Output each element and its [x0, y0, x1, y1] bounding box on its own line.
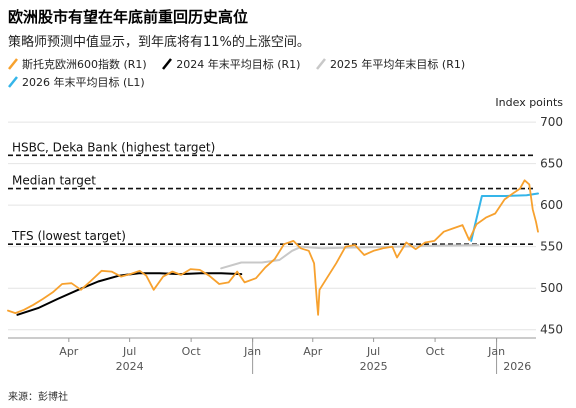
- y-tick-label-600: 600: [540, 198, 563, 212]
- legend-item-2025-target: 2025 年平均年末目标 (R1): [315, 56, 466, 74]
- legend-swatch-stoxx600: [8, 58, 18, 70]
- legend-item-stoxx600: 斯托克欧洲600指数 (R1): [8, 56, 147, 74]
- legend-swatch-2024-target: [162, 58, 173, 70]
- y-tick-label-650: 650: [540, 157, 563, 171]
- source-note: 来源：彭博社: [8, 392, 68, 403]
- y-tick-label-500: 500: [540, 281, 563, 295]
- series-line-0: [7, 179, 539, 316]
- chart-subtitle: 策略师预测中值显示，到年底将有11%的上涨空间。: [8, 35, 310, 50]
- y-tick-label-450: 450: [540, 323, 563, 337]
- legend-swatch-2026-target: [8, 76, 18, 88]
- x-tick-label-0: Apr: [59, 345, 79, 358]
- x-tick-label-2: Oct: [182, 345, 202, 358]
- x-tick-label-3: Jan: [243, 345, 261, 358]
- legend: 斯托克欧洲600指数 (R1) 2024 年末平均目标 (R1) 2025 年平…: [8, 56, 568, 92]
- legend-item-2024-target: 2024 年末平均目标 (R1): [162, 56, 300, 74]
- series-line-2: [220, 244, 480, 270]
- reference-label-0: HSBC, Deka Bank (highest target): [12, 140, 215, 154]
- y-tick-label-550: 550: [540, 240, 563, 254]
- x-tick-label-1: Jul: [122, 345, 136, 358]
- chart-title: 欧洲股市有望在年底前重回历史高位: [8, 8, 249, 26]
- legend-label-2025-target: 2025 年平均年末目标 (R1): [329, 58, 466, 71]
- legend-label-stoxx600: 斯托克欧洲600指数 (R1): [22, 58, 147, 71]
- x-year-label-2026: 2026: [503, 360, 531, 373]
- x-year-label-2025: 2025: [360, 360, 388, 373]
- legend-item-2026-target: 2026 年末平均目标 (L1): [8, 74, 145, 92]
- x-tick-label-4: Apr: [303, 345, 323, 358]
- x-tick-label-7: Jan: [487, 345, 505, 358]
- reference-label-2: TFS (lowest target): [11, 229, 126, 243]
- reference-label-1: Median target: [12, 174, 96, 188]
- legend-swatch-2025-target: [315, 58, 326, 70]
- legend-label-2026-target: 2026 年末平均目标 (L1): [22, 76, 145, 89]
- x-year-label-2024: 2024: [116, 360, 144, 373]
- legend-label-2024-target: 2024 年末平均目标 (R1): [176, 58, 301, 71]
- x-tick-label-6: Oct: [426, 345, 446, 358]
- x-tick-label-5: Jul: [366, 345, 380, 358]
- y-tick-label-700: 700: [540, 115, 563, 129]
- y-axis-title: Index points: [495, 96, 563, 109]
